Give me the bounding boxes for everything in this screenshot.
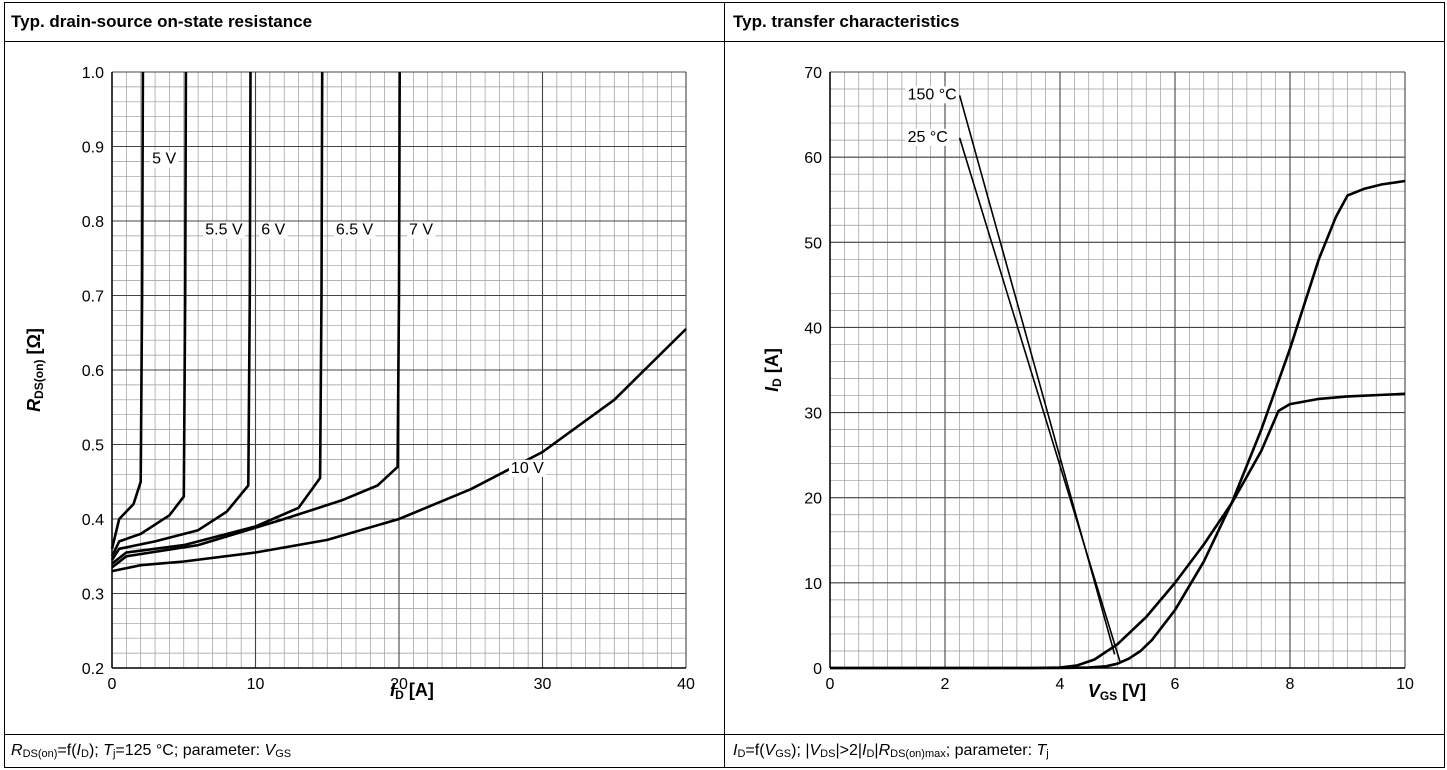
transfer-chart: 0 2 4 6 8 10 0 10 20 30 40 50 60 70 25 °C 150 °C [804,65,1414,693]
transfer-leader-line-1 [958,95,1116,655]
rdson-y-tick-label: 0.7 [82,289,104,306]
rdson-x-tick-label: 10 [247,676,265,693]
transfer-series-label-0: 25 °C [908,129,948,146]
transfer-series-label-bg [905,86,959,104]
rdson-series-label-4: 7 V [409,221,433,238]
transfer-y-tick-label: 60 [804,150,822,167]
rdson-y-tick-label: 0.3 [82,587,104,604]
rdson-x-tick-label: 0 [108,676,117,693]
rdson-x-tick-label: 40 [677,676,695,693]
rdson-y-tick-label: 0.5 [82,438,104,455]
transfer-y-tick-label: 30 [804,406,822,423]
rdson-series-3 [111,71,324,565]
transfer-y-tick-label: 10 [804,576,822,593]
left-chart-caption: RDS(on)=f(ID); Tj=125 °C; parameter: VGS [11,742,292,760]
rdson-y-tick-label: 0.6 [82,363,104,380]
rdson-series-label-0: 5 V [152,151,176,168]
right-xlabel: VGS [V] [1088,681,1146,703]
transfer-x-tick-label: 6 [1171,676,1180,693]
right-ylabel: ID [A] [762,348,784,392]
rdson-y-tick-label: 0.9 [82,140,104,157]
rdson-series-label-bg [150,150,179,168]
transfer-x-tick-label: 2 [941,676,950,693]
rdson-series-label-bg [203,221,245,239]
left-ylabel: RDS(on) [Ω] [24,328,46,412]
rdson-chart: 0 10 20 30 40 0.2 0.3 0.4 0.5 0.6 0.7 0.8 0.9 1.0 5 V 5… [82,65,695,693]
rdson-series-label-1: 5.5 V [205,221,243,238]
rdson-y-tick-label: 0.2 [82,661,104,678]
right-chart-caption: ID=f(VGS); |VDS|>2|ID|RDS(on)max; parame… [733,742,1049,760]
left-chart-title: Typ. drain-source on-state resistance [11,12,313,31]
transfer-series-0 [830,179,1406,670]
rdson-series-label-bg [508,459,547,477]
rdson-series-label-3: 6.5 V [336,221,374,238]
rdson-x-tick-label: 30 [534,676,552,693]
transfer-series-label-bg [905,128,950,146]
rdson-series-0 [110,71,145,550]
transfer-x-tick-label: 8 [1286,676,1295,693]
right-chart-title: Typ. transfer characteristics [733,12,960,31]
transfer-y-tick-label: 0 [813,661,822,678]
rdson-y-tick-label: 1.0 [82,65,104,82]
transfer-x-tick-label: 10 [1396,676,1414,693]
rdson-series-label-5: 10 V [511,460,544,477]
rdson-series-5 [111,328,687,573]
rdson-series-2 [110,71,252,561]
panel-divider [724,2,725,768]
rdson-series-label-bg [333,221,376,239]
transfer-series-label-1: 150 °C [908,86,957,103]
rdson-x-tick-label: 20 [390,676,408,693]
transfer-x-tick-label: 4 [1056,676,1065,693]
transfer-y-tick-label: 50 [804,235,822,252]
left-xlabel: ID [A] [390,680,434,702]
rdson-series-label-2: 6 V [261,221,285,238]
rdson-y-tick-label: 0.8 [82,214,104,231]
rdson-series-label-bg [407,221,436,239]
rdson-series-4 [111,71,401,569]
rdson-series-1 [110,71,188,557]
transfer-series-1 [830,392,1406,670]
transfer-y-tick-label: 40 [804,320,822,337]
rdson-series-label-bg [259,221,288,239]
transfer-leader-line-0 [958,137,1122,664]
transfer-x-tick-label: 0 [826,676,835,693]
transfer-y-tick-label: 70 [804,65,822,82]
transfer-y-tick-label: 20 [804,491,822,508]
rdson-y-tick-label: 0.4 [82,512,104,529]
transfer-grid [829,71,1406,669]
